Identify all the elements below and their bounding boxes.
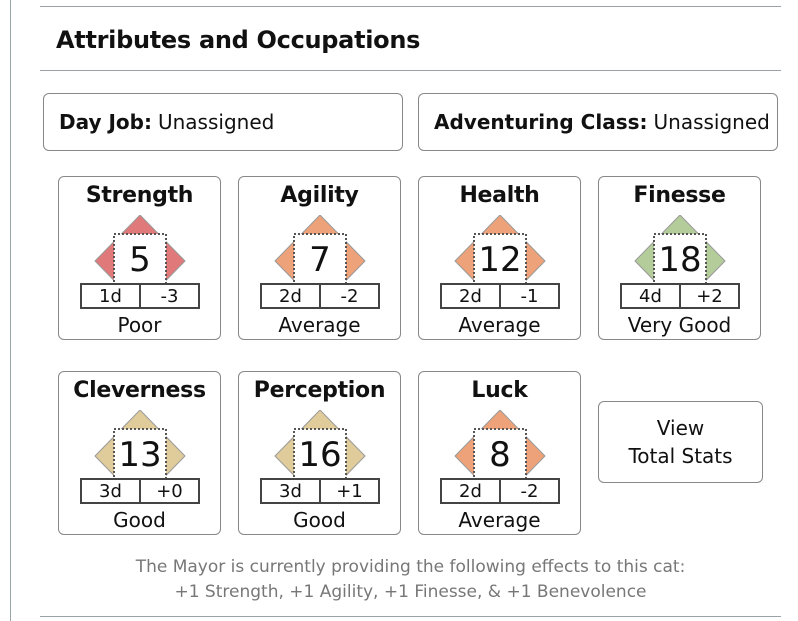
dice-row: 4d +2 [620,283,740,309]
dice-count: 4d [620,283,681,309]
view-total-stats-line1: View [656,416,705,440]
stat-card-cleverness: Cleverness 13 3d +0 Good [58,371,221,535]
adventuring-class-box[interactable]: Adventuring Class: Unassigned [418,93,778,151]
stat-value: 12 [478,240,522,280]
stat-visual: 12 2d -1 [440,214,560,311]
title-divider [40,70,781,71]
adventuring-class-value: Unassigned [653,110,770,134]
dice-modifier: +2 [681,283,740,309]
stat-name: Perception [253,378,386,403]
dice-modifier: +0 [141,478,200,504]
mayor-effects-list: +1 Strength, +1 Agility, +1 Finesse, & +… [174,582,647,602]
dice-count: 1d [80,283,141,309]
stat-card-strength: Strength 5 1d -3 Poor [58,176,221,340]
stat-visual: 18 4d +2 [620,214,740,311]
stat-value: 5 [129,240,151,280]
day-job-box[interactable]: Day Job: Unassigned [43,93,403,151]
dice-modifier: -3 [141,283,200,309]
stat-name: Cleverness [73,378,206,403]
stat-name: Health [459,183,540,208]
dice-count: 2d [440,283,501,309]
stat-value: 8 [489,435,511,475]
dice-row: 2d -1 [440,283,560,309]
stat-visual: 13 3d +0 [80,409,200,506]
stat-rating: Average [278,313,361,337]
section-title: Attributes and Occupations [56,26,421,54]
mayor-effects: The Mayor is currently providing the fol… [40,555,781,605]
top-divider [40,6,781,7]
day-job-value: Unassigned [157,110,275,134]
stat-rating: Good [293,508,346,532]
stat-value: 7 [309,240,331,280]
stat-rating: Average [458,313,541,337]
stat-value: 13 [118,435,162,475]
stat-visual: 8 2d -2 [440,409,560,506]
stat-name: Strength [85,183,194,208]
day-job-label: Day Job: [59,110,152,134]
dice-count: 3d [260,478,321,504]
mayor-effects-intro: The Mayor is currently providing the fol… [135,557,686,577]
view-total-stats-line2: Total Stats [628,444,733,468]
stat-value: 18 [658,240,702,280]
stat-card-finesse: Finesse 18 4d +2 Very Good [598,176,761,340]
stat-visual: 16 3d +1 [260,409,380,506]
stat-rating: Average [458,508,541,532]
stat-name: Agility [280,183,359,208]
stat-visual: 7 2d -2 [260,214,380,311]
stat-visual: 5 1d -3 [80,214,200,311]
bottom-divider [40,616,781,617]
stat-card-luck: Luck 8 2d -2 Average [418,371,581,535]
dice-modifier: +1 [321,478,380,504]
dice-row: 2d -2 [440,478,560,504]
stat-name: Luck [471,378,528,403]
dice-row: 1d -3 [80,283,200,309]
dice-row: 3d +0 [80,478,200,504]
left-divider [10,0,11,621]
adventuring-class-label: Adventuring Class: [434,110,648,134]
stat-rating: Very Good [627,313,732,337]
dice-row: 2d -2 [260,283,380,309]
stat-value: 16 [298,435,342,475]
dice-count: 2d [440,478,501,504]
dice-count: 2d [260,283,321,309]
dice-count: 3d [80,478,141,504]
stat-rating: Poor [117,313,162,337]
stat-card-perception: Perception 16 3d +1 Good [238,371,401,535]
view-total-stats-button[interactable]: View Total Stats [598,401,763,483]
dice-row: 3d +1 [260,478,380,504]
stat-card-agility: Agility 7 2d -2 Average [238,176,401,340]
dice-modifier: -1 [501,283,560,309]
stat-card-health: Health 12 2d -1 Average [418,176,581,340]
stat-name: Finesse [633,183,726,208]
dice-modifier: -2 [501,478,560,504]
dice-modifier: -2 [321,283,380,309]
stat-rating: Good [113,508,166,532]
stat-diamond-icon [634,214,726,308]
